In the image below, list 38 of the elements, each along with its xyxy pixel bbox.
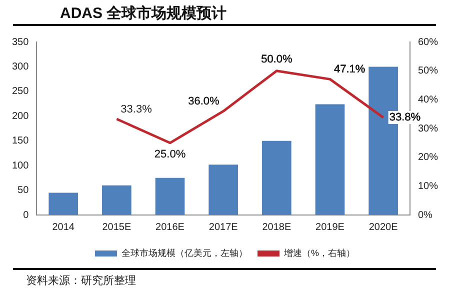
y-tick-label: 350: [12, 36, 30, 48]
data-label: 33.3%: [120, 104, 152, 116]
x-tick-label: 2017E: [208, 222, 238, 233]
bar: [315, 104, 345, 215]
x-tick-label: 2015E: [102, 222, 132, 233]
y-tick-label: 250: [12, 86, 30, 98]
bar: [208, 164, 238, 215]
legend-label: 增速（%，右轴）: [283, 248, 356, 258]
x-tick-label: 2014: [52, 222, 75, 233]
y2-tick-label: 10%: [418, 180, 438, 192]
data-label: 50.0%: [261, 53, 292, 66]
y2-tick-label: 30%: [418, 123, 438, 134]
y-tick-label: 50: [18, 185, 30, 196]
bar: [155, 178, 185, 215]
y-tick-label: 0: [23, 210, 30, 221]
legend-label: 全球市场规模（亿美元，左轴）: [122, 248, 248, 258]
x-tick-label: 2016E: [156, 222, 185, 233]
text: 资料来源：研究所整理: [26, 274, 136, 288]
data-label: 25.0%: [154, 148, 186, 160]
data-label: 33.8%: [389, 112, 421, 124]
y2-tick-label: 60%: [418, 36, 438, 48]
y2-tick-label: 0%: [418, 210, 433, 221]
y-tick-label: 100: [12, 160, 30, 172]
data-label: 36.0%: [188, 96, 220, 108]
x-tick-label: 2018E: [262, 222, 292, 233]
y2-tick-label: 20%: [418, 152, 438, 164]
bar: [48, 192, 78, 215]
x-tick-label: 2019E: [316, 222, 345, 233]
bar: [262, 140, 292, 215]
x-tick-label: 2020E: [368, 222, 398, 233]
y2-tick-label: 40%: [418, 94, 438, 106]
chart-title: ADAS 全球市场规模预计: [60, 4, 227, 23]
y-tick-label: 300: [12, 61, 30, 72]
bar: [102, 185, 132, 215]
y-tick-label: 200: [12, 110, 30, 122]
data-label: 47.1%: [334, 64, 366, 76]
y-tick-label: 150: [12, 136, 30, 147]
y2-tick-label: 50%: [418, 66, 438, 77]
